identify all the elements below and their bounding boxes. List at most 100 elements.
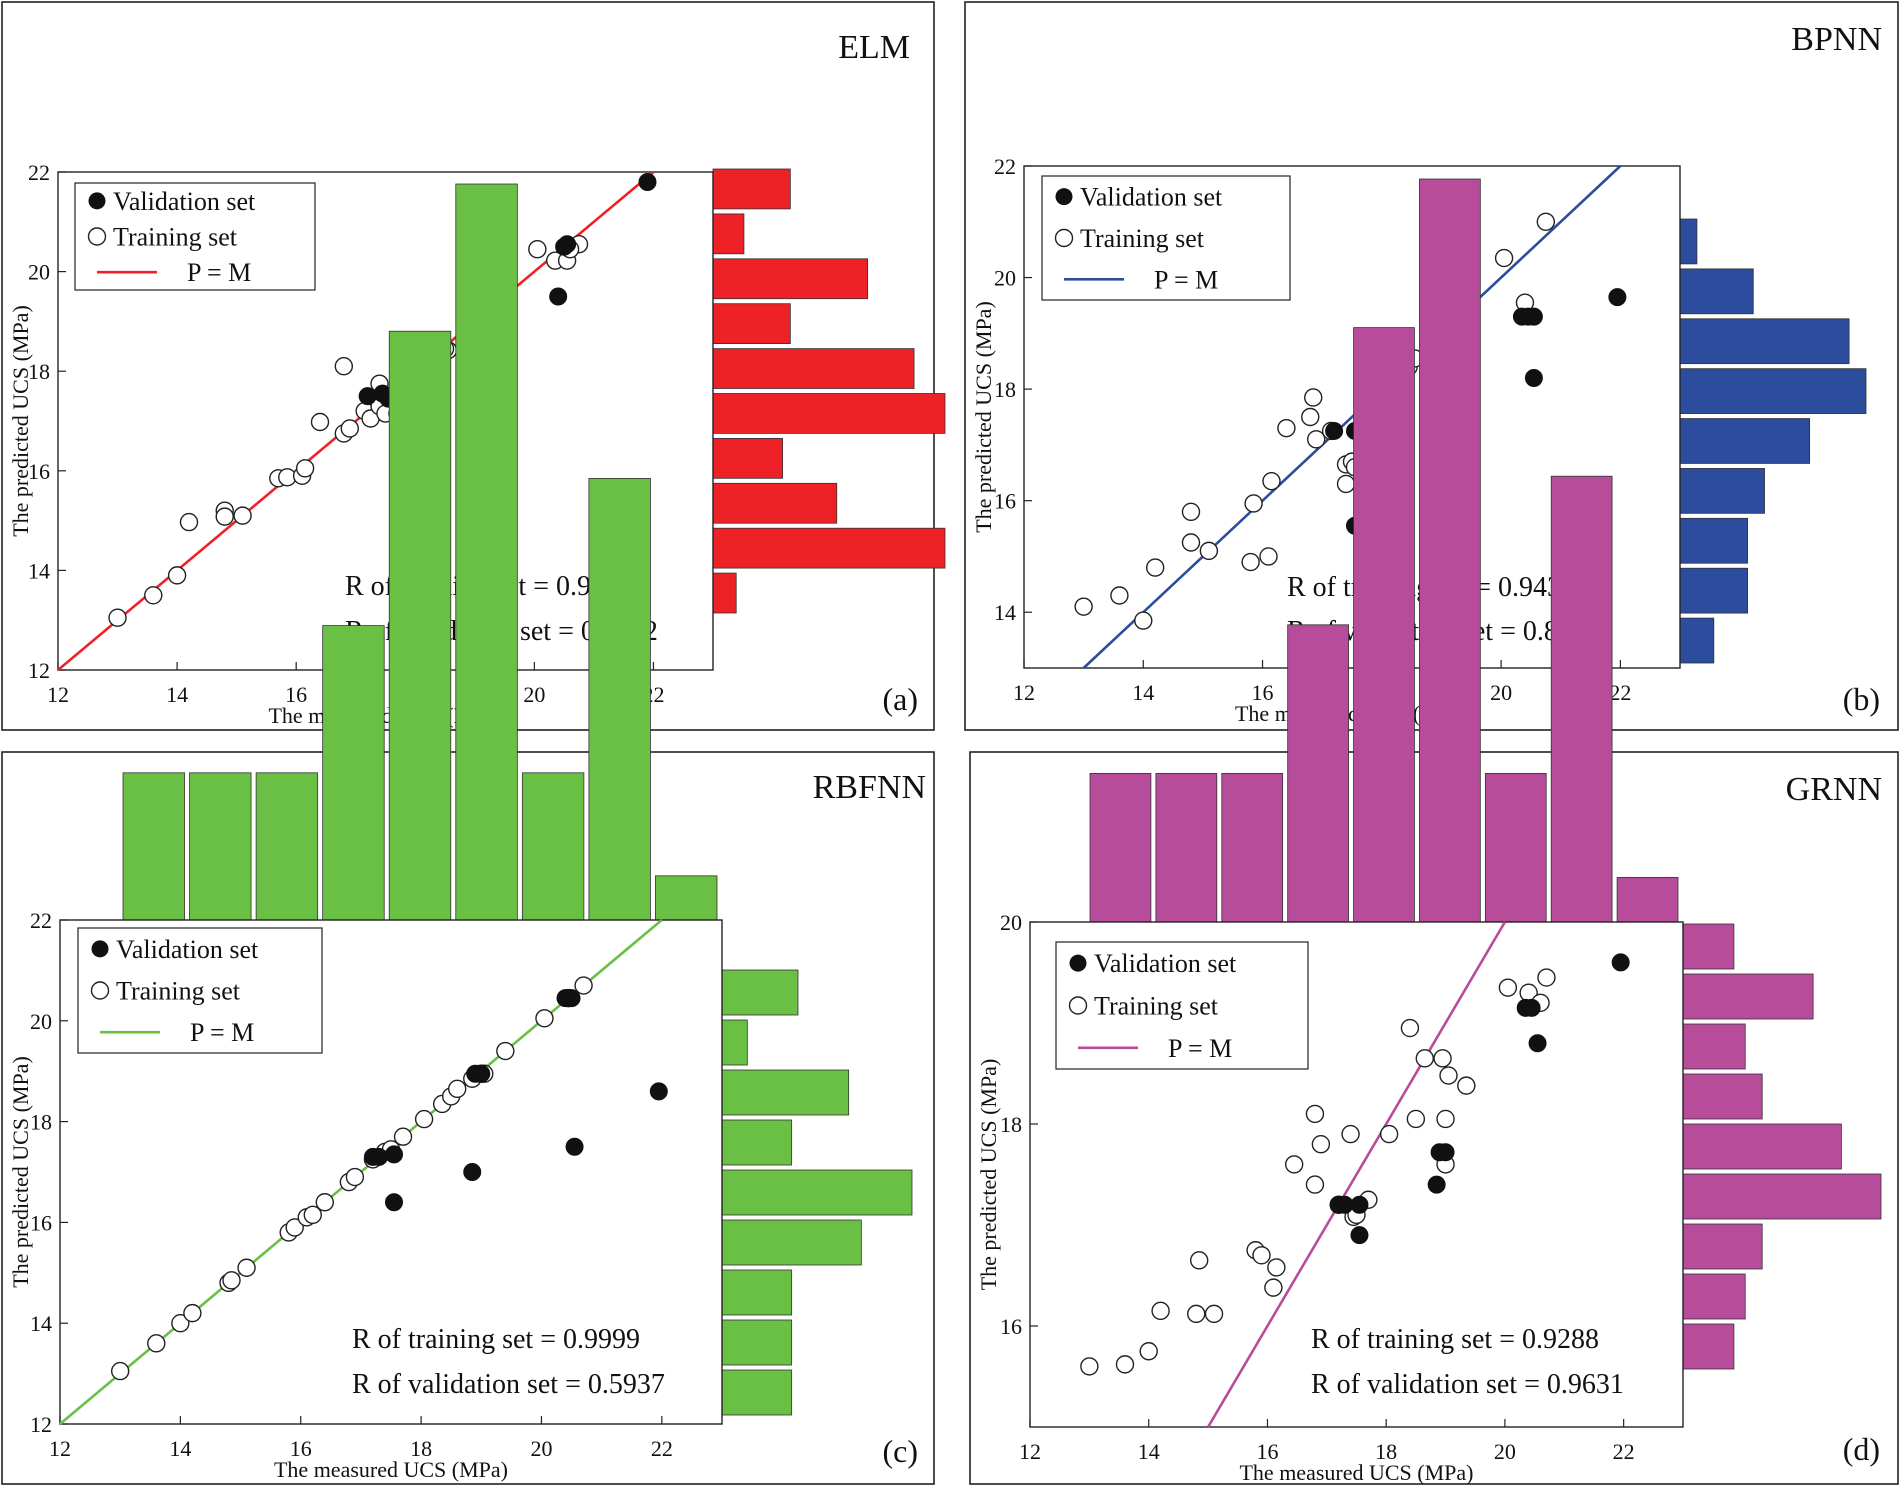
training-point	[1267, 1258, 1286, 1277]
top-histogram-bar	[322, 625, 385, 921]
top-histogram-bar	[1419, 178, 1481, 923]
training-point	[1252, 1246, 1271, 1265]
legend-training-marker	[1068, 996, 1088, 1015]
top-histogram-bar	[1550, 475, 1613, 923]
x-tick-label: 12	[49, 1436, 71, 1461]
legend-training-marker	[87, 227, 107, 246]
right-histogram-bar	[721, 1369, 793, 1416]
right-histogram-bar	[1679, 418, 1811, 464]
training-point	[1241, 552, 1260, 572]
right-histogram-bar	[1679, 517, 1749, 564]
right-histogram-bar	[712, 348, 915, 389]
top-histogram-bar	[388, 330, 452, 921]
legend-line-label: P = M	[187, 258, 251, 287]
right-histogram-bar	[1679, 218, 1698, 265]
training-point	[233, 506, 252, 525]
training-point	[574, 976, 593, 995]
legend-validation-marker	[88, 192, 106, 210]
training-point	[1134, 611, 1153, 630]
legend-validation-label: Validation set	[1080, 183, 1223, 212]
y-tick-label: 16	[994, 489, 1016, 514]
legend-box	[1055, 941, 1309, 1070]
training-point	[1189, 1251, 1209, 1270]
validation-point	[358, 387, 377, 406]
y-tick-label: 14	[30, 1311, 52, 1336]
panel-title: GRNN	[1786, 771, 1882, 808]
training-point	[496, 1041, 515, 1061]
y-tick-label: 20	[1000, 910, 1022, 935]
top-histogram-bar	[255, 772, 319, 921]
x-tick-label: 14	[1138, 1439, 1160, 1464]
top-histogram-bar	[588, 477, 651, 921]
y-axis-title: The predicted UCS (MPa)	[971, 301, 996, 533]
right-histogram-bar	[1682, 1073, 1763, 1120]
training-point	[1439, 1066, 1458, 1085]
y-tick-label: 14	[28, 558, 50, 583]
top-histogram-bar	[1353, 327, 1415, 923]
right-histogram-bar	[1679, 617, 1715, 664]
right-histogram-bar	[712, 393, 946, 434]
validation-point	[558, 235, 577, 254]
training-point	[1110, 586, 1129, 605]
training-point	[1305, 1175, 1325, 1194]
right-histogram-bar	[1679, 468, 1765, 514]
training-point	[1336, 474, 1356, 494]
right-histogram-bar	[721, 1169, 913, 1216]
validation-point	[1608, 288, 1627, 307]
training-point	[110, 1361, 130, 1381]
legend-line-label: P = M	[1168, 1034, 1232, 1063]
validation-point	[463, 1163, 482, 1181]
training-point	[528, 239, 547, 259]
top-histogram-bar	[1221, 773, 1284, 923]
r-validation-annotation: R of validation set = 0.5937	[352, 1369, 665, 1400]
validation-point	[1522, 998, 1541, 1017]
training-point	[144, 586, 163, 605]
legend-line-label: P = M	[1154, 265, 1218, 294]
top-histogram-bar	[1287, 624, 1349, 923]
right-histogram-bar	[712, 572, 737, 614]
right-histogram-bar	[1682, 1323, 1735, 1370]
panel-d: 12 14 16 18 20 22 16 18 20 The measured UCS (MPa)…	[969, 178, 1899, 1485]
legend-validation-label: Validation set	[113, 187, 256, 216]
y-axis-title: The predicted UCS (MPa)	[8, 1056, 33, 1288]
r-validation-annotation: R of validation set = 0.9631	[1311, 1369, 1624, 1400]
x-axis-title: The measured UCS (MPa)	[1239, 1460, 1473, 1485]
training-point	[1244, 494, 1263, 513]
validation-point	[385, 1193, 404, 1212]
training-point	[1304, 388, 1323, 407]
training-point	[1259, 547, 1278, 566]
right-histogram-bar	[712, 258, 869, 300]
training-point	[315, 1193, 334, 1212]
right-histogram-bar	[721, 969, 799, 1016]
validation-point	[565, 1137, 584, 1156]
training-point	[108, 608, 127, 627]
validation-point	[472, 1064, 491, 1083]
top-histogram-bar	[189, 772, 252, 921]
training-point	[1457, 1076, 1476, 1095]
top-histogram-bar	[521, 772, 585, 921]
training-point	[1187, 1304, 1206, 1324]
validation-point	[1427, 1175, 1446, 1194]
validation-point	[649, 1082, 668, 1101]
right-histogram-bar	[1679, 318, 1850, 365]
legend-validation-marker	[1055, 188, 1073, 206]
x-tick-label: 12	[47, 682, 69, 707]
right-histogram-bar	[1682, 1123, 1842, 1170]
y-tick-label: 20	[30, 1009, 52, 1034]
x-tick-label: 16	[285, 682, 307, 707]
training-point	[222, 1271, 241, 1290]
right-histogram-bar	[712, 168, 791, 210]
x-tick-label: 14	[166, 682, 188, 707]
training-point	[448, 1079, 467, 1099]
right-histogram-bar	[712, 303, 791, 345]
y-tick-label: 14	[994, 600, 1016, 625]
validation-point	[638, 172, 657, 191]
legend-training-label: Training set	[1094, 992, 1219, 1021]
training-point	[1400, 1018, 1420, 1038]
training-point	[1379, 1124, 1399, 1144]
legend-line-label: P = M	[190, 1018, 254, 1047]
training-point	[535, 1009, 554, 1028]
pm-reference-line	[1082, 165, 1622, 669]
validation-point	[549, 287, 568, 306]
training-point	[1301, 407, 1320, 427]
